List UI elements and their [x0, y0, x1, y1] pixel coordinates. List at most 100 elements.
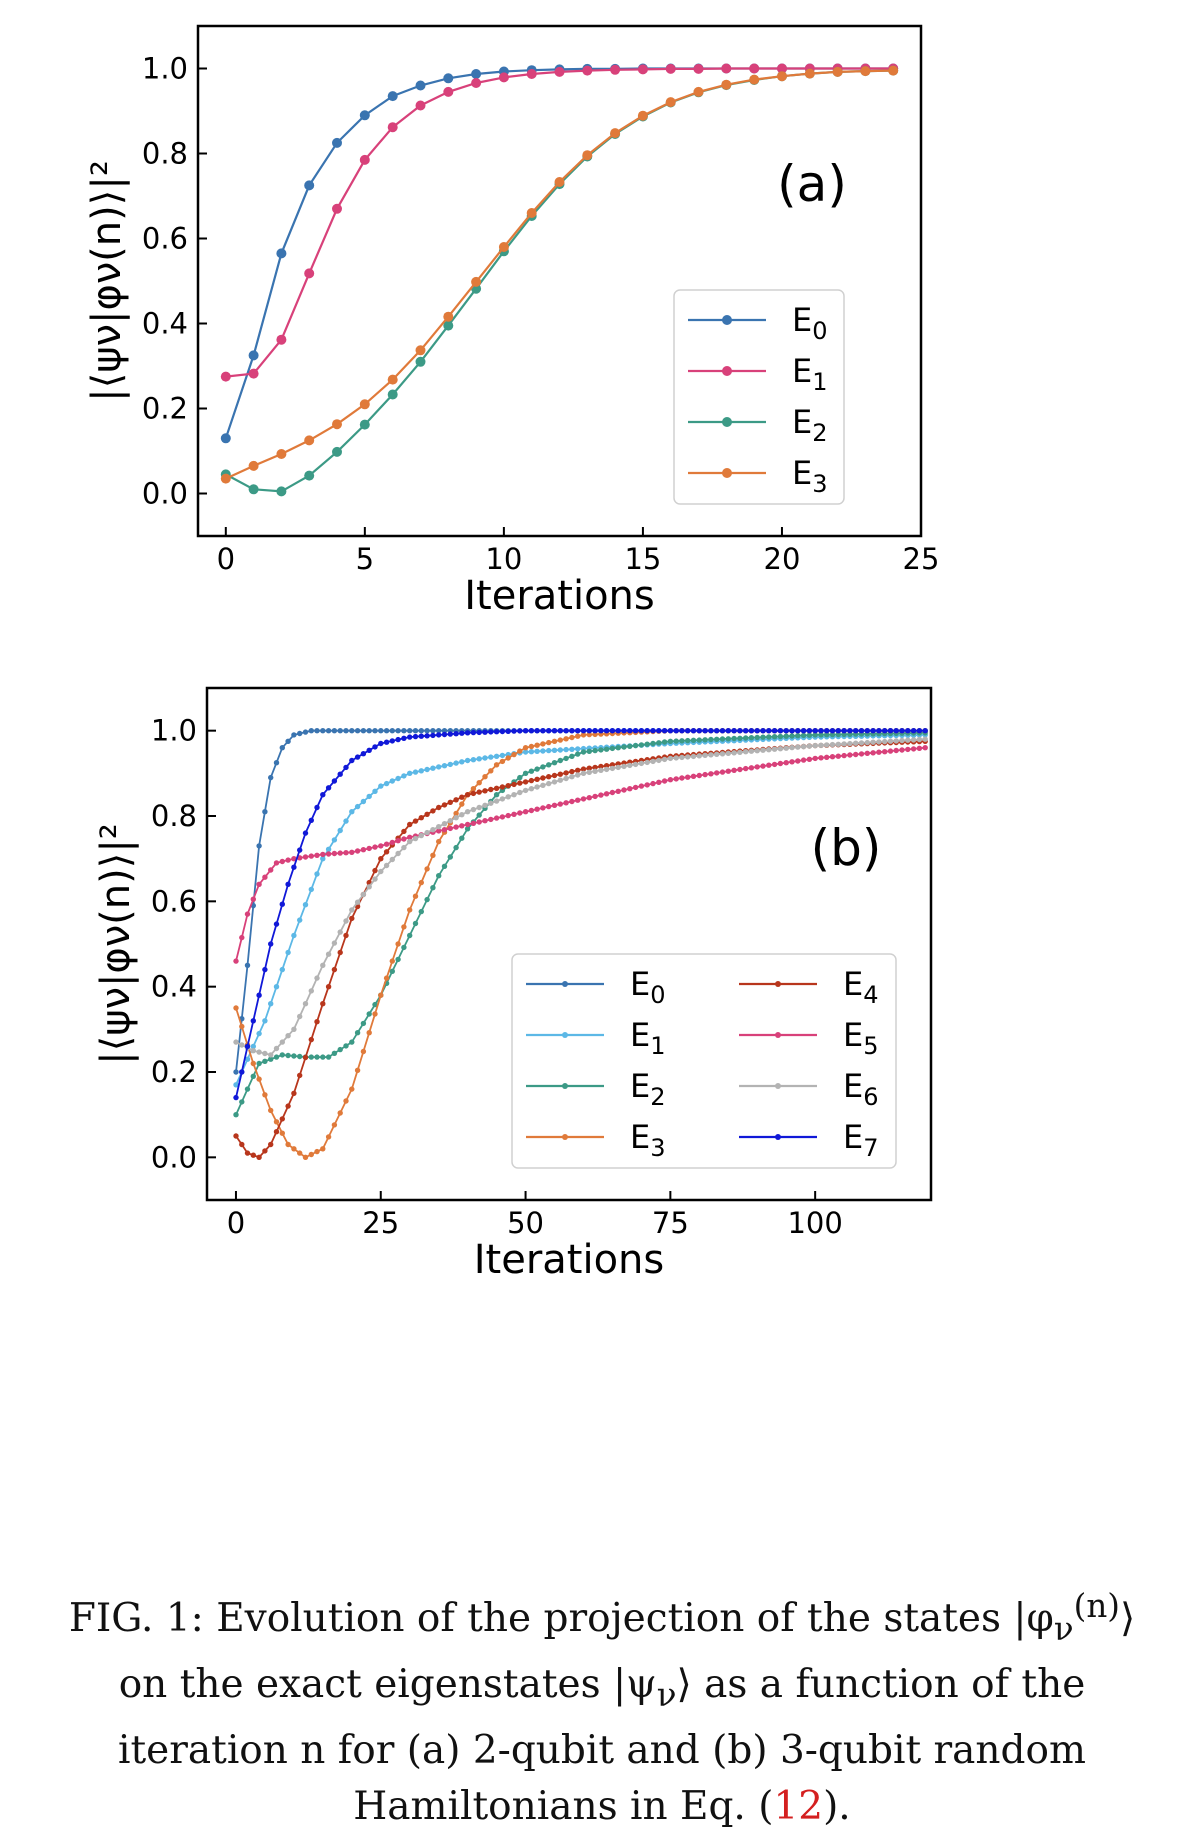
data-point-E7: [719, 728, 726, 734]
data-point-E4: [546, 774, 552, 780]
data-point-E7: [302, 830, 309, 836]
data-point-E4: [603, 763, 610, 769]
data-point-E6: [354, 899, 361, 905]
data-point-E6: [291, 1026, 297, 1033]
data-point-E6: [818, 742, 824, 748]
data-point-E3: [308, 1151, 314, 1158]
caption-line4-pre: Hamiltonians in Eq. (: [353, 1783, 774, 1829]
data-point-E2: [349, 1039, 355, 1045]
caption-line2-end: ⟩ as a function of the: [676, 1661, 1086, 1707]
data-point-E5: [876, 749, 882, 755]
caption-equation-link[interactable]: 12: [773, 1783, 824, 1829]
y-axis-label: |⟨ψν|φν(n)⟩|²: [84, 160, 130, 402]
data-point-E3: [517, 748, 523, 754]
data-point-E2: [835, 731, 841, 738]
data-point-E7: [499, 728, 506, 735]
data-point-E5: [308, 853, 314, 859]
data-point-E6: [922, 736, 928, 742]
data-point-E5: [690, 773, 697, 779]
data-point-E1: [551, 747, 558, 753]
data-point-E6: [389, 856, 395, 863]
data-point-E7: [517, 728, 523, 734]
data-point-E7: [285, 881, 291, 887]
data-point-E1: [273, 984, 280, 990]
data-point-E5: [870, 750, 876, 756]
data-point-E5: [354, 848, 361, 854]
data-point-E6: [557, 777, 563, 783]
data-point-E3: [360, 1048, 367, 1055]
data-point-E5: [656, 779, 662, 785]
data-point-E7: [916, 728, 923, 734]
data-point-E5: [511, 811, 517, 817]
data-point-E3: [273, 1119, 280, 1125]
data-point-E6: [829, 741, 836, 748]
data-point-E5: [795, 758, 801, 764]
data-point-E5: [488, 816, 494, 823]
data-point-E0: [378, 728, 384, 734]
data-point-E3: [383, 975, 390, 981]
data-point-E6: [239, 1042, 245, 1048]
data-point-E1: [447, 761, 453, 768]
legend-marker-E3: [722, 468, 732, 478]
data-point-E2: [690, 737, 697, 743]
data-point-E4: [239, 1141, 245, 1148]
data-point-E5: [905, 746, 911, 753]
data-point-E6: [314, 975, 320, 981]
data-point-E5: [858, 751, 865, 757]
data-point-E0: [331, 728, 338, 734]
data-point-E6: [679, 754, 685, 761]
data-point-E6: [256, 1049, 262, 1055]
data-point-E3: [366, 1030, 372, 1036]
data-point-E6: [320, 962, 326, 968]
data-point-E6: [262, 1050, 268, 1057]
data-point-E2: [262, 1058, 268, 1065]
data-point-E0: [337, 728, 343, 734]
data-point-E0: [285, 738, 291, 744]
data-point-E1: [540, 748, 546, 754]
data-point-E3: [401, 924, 407, 930]
data-point-E1: [250, 1043, 256, 1050]
caption-line4-post: ).: [823, 1783, 851, 1829]
data-point-E3: [665, 97, 676, 108]
data-point-E4: [308, 1036, 314, 1043]
data-point-E7: [598, 728, 604, 734]
data-point-E2: [297, 1053, 303, 1060]
data-point-E0: [407, 728, 413, 734]
data-point-E5: [887, 748, 894, 754]
data-point-E5: [864, 750, 870, 756]
data-point-E6: [297, 1013, 303, 1020]
data-point-E7: [685, 728, 691, 734]
data-point-E2: [279, 1052, 285, 1058]
data-point-E6: [771, 746, 778, 752]
data-point-E5: [517, 810, 523, 816]
data-point-E7: [864, 728, 870, 734]
data-point-E5: [314, 852, 320, 858]
x-tick-label: 10: [485, 542, 522, 576]
data-point-E3: [721, 79, 732, 90]
data-point-E7: [360, 751, 367, 757]
data-point-E2: [366, 1011, 372, 1017]
data-point-E1: [383, 780, 390, 787]
data-point-E7: [522, 728, 529, 734]
data-point-E6: [401, 844, 407, 851]
data-point-E7: [430, 732, 436, 739]
data-point-E6: [464, 809, 471, 815]
data-point-E6: [476, 804, 482, 811]
data-point-E3: [372, 1011, 378, 1017]
data-point-E6: [876, 739, 882, 745]
data-point-E6: [754, 748, 760, 754]
data-point-E0: [220, 433, 231, 444]
data-point-E6: [690, 753, 697, 760]
data-point-E4: [325, 984, 332, 990]
data-point-E7: [488, 729, 494, 735]
data-point-E3: [888, 65, 899, 76]
x-tick-label: 25: [903, 542, 940, 576]
data-point-E5: [731, 767, 737, 773]
data-point-E4: [430, 808, 436, 814]
data-point-E6: [517, 789, 523, 796]
y-tick-label: 0.4: [151, 970, 197, 1004]
data-point-E4: [453, 797, 459, 803]
data-point-E2: [268, 1056, 274, 1062]
data-point-E1: [721, 63, 732, 74]
data-point-E5: [829, 754, 836, 760]
